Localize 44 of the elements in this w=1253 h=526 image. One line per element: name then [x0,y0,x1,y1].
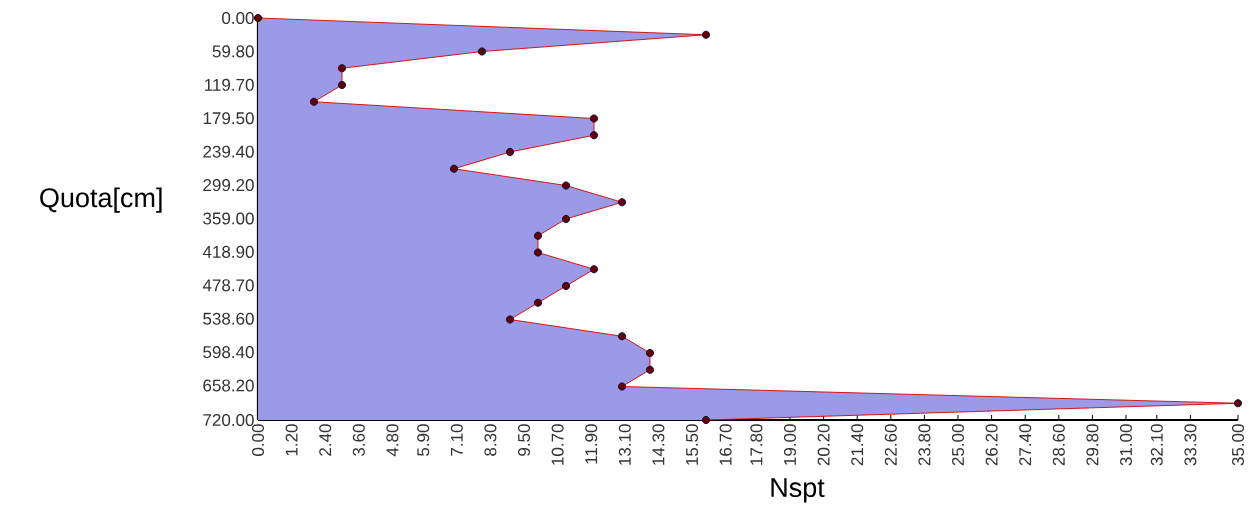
y-tick-label: 598.40 [203,346,254,359]
x-tick-label: 2.40 [319,424,332,456]
y-tick-label: 119.70 [205,78,254,91]
x-tick-label: 23.80 [918,424,931,466]
x-tick-label: 14.30 [652,424,665,465]
x-tick-label: 25.00 [951,424,965,466]
y-tick-label: 359.00 [203,212,254,225]
x-tick-label: 8.30 [484,424,497,456]
x-tick-label: 28.60 [1052,424,1065,466]
x-tick-label: 21.40 [851,424,864,466]
x-tick-label: 17.80 [750,424,763,465]
x-tick-label: 31.00 [1119,424,1133,466]
x-tick-label: 5.90 [417,424,430,456]
y-tick-label: 418.90 [202,245,254,258]
y-axis-title: Quota[cm] [40,187,162,213]
x-tick-label: 3.60 [352,424,365,456]
y-tick-label: 658.20 [203,379,254,392]
x-tick-label: 16.70 [719,424,732,465]
x-tick-label: 7.10 [450,424,463,456]
x-tick-label: 13.10 [618,424,631,465]
y-tick-label: 538.60 [203,312,254,325]
x-tick-label: 32.10 [1150,424,1163,466]
x-tick-label: 9.50 [517,424,531,456]
x-tick-label: 1.20 [285,424,298,456]
y-tick-label: 179.50 [203,112,254,125]
x-tick-label: 26.20 [985,424,998,466]
x-tick-label: 15.50 [685,424,699,465]
y-tick-label: 59.80 [212,45,254,58]
x-tick-label: 35.00 [1231,424,1245,466]
y-tick-label: 239.40 [203,145,254,158]
x-tick-label: 20.20 [817,424,830,466]
x-tick-label: 19.00 [783,424,797,465]
x-tick-label: 27.40 [1019,424,1032,466]
x-tick-label: 22.60 [884,424,897,466]
x-tick-label: 33.30 [1184,424,1197,466]
x-tick-label: 11.90 [585,424,598,464]
y-tick-label: 720.00 [203,413,254,427]
x-axis-title: Nspt [771,478,825,503]
y-tick-label: 478.70 [202,279,254,292]
x-tick-label: 4.80 [386,424,399,457]
y-tick-label: 0.00 [222,11,254,25]
x-tick-label: 10.70 [551,424,564,465]
x-tick-label: 29.80 [1086,424,1099,466]
y-tick-label: 299.20 [203,179,254,192]
